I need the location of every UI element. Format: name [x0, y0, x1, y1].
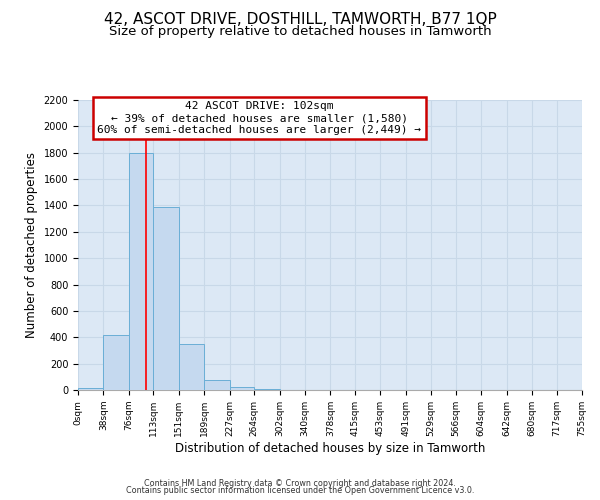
Bar [204, 380, 230, 390]
Bar [154, 207, 179, 390]
Bar [230, 386, 254, 390]
Y-axis label: Number of detached properties: Number of detached properties [25, 152, 38, 338]
Text: 42, ASCOT DRIVE, DOSTHILL, TAMWORTH, B77 1QP: 42, ASCOT DRIVE, DOSTHILL, TAMWORTH, B77… [104, 12, 496, 28]
Bar [129, 152, 154, 390]
Bar [103, 334, 129, 390]
Bar [78, 388, 103, 390]
Bar [179, 344, 204, 390]
Text: 42 ASCOT DRIVE: 102sqm
← 39% of detached houses are smaller (1,580)
60% of semi-: 42 ASCOT DRIVE: 102sqm ← 39% of detached… [97, 102, 421, 134]
X-axis label: Distribution of detached houses by size in Tamworth: Distribution of detached houses by size … [175, 442, 485, 454]
Bar [254, 388, 280, 390]
Text: Contains HM Land Registry data © Crown copyright and database right 2024.: Contains HM Land Registry data © Crown c… [144, 478, 456, 488]
Text: Size of property relative to detached houses in Tamworth: Size of property relative to detached ho… [109, 25, 491, 38]
Text: Contains public sector information licensed under the Open Government Licence v3: Contains public sector information licen… [126, 486, 474, 495]
